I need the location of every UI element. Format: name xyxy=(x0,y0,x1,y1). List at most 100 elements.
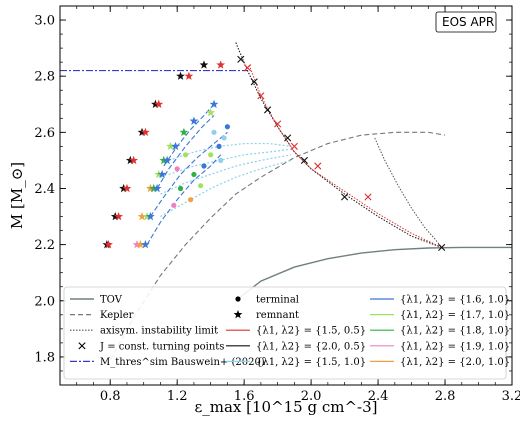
legend: TOV Kepler axisym. instability limit J = co… xyxy=(63,286,510,380)
turning-point xyxy=(300,156,309,164)
remnant-star xyxy=(114,211,123,221)
turning-point xyxy=(438,243,446,252)
remnant-star xyxy=(184,71,194,80)
terminal-point xyxy=(221,135,227,141)
remnant-star xyxy=(141,240,150,249)
eos-box xyxy=(435,11,497,33)
x-tick-label: 0.8 xyxy=(100,389,121,404)
x-tick-label: 1.6 xyxy=(234,389,255,404)
remnant-star xyxy=(146,183,155,193)
x-tick-label: 2.4 xyxy=(368,389,389,404)
remnant-star xyxy=(199,60,209,69)
blue-dashed-line xyxy=(156,115,215,189)
remnant-star xyxy=(209,99,219,108)
turning-point xyxy=(364,193,372,201)
y-tick-label: 2.4 xyxy=(34,182,55,197)
legend-l19-10: {λ1, λ2} = {1.9, 1.0} xyxy=(400,341,510,352)
legend-kepler: Kepler xyxy=(100,310,134,321)
blue-dashed-line xyxy=(149,131,228,217)
remnant-star xyxy=(142,211,152,221)
turning-point xyxy=(237,55,245,63)
terminal-point xyxy=(211,129,217,135)
tov-line xyxy=(235,246,512,302)
terminal-point xyxy=(208,152,214,158)
y-tick-label: 1.8 xyxy=(34,350,55,365)
remnant-star xyxy=(157,169,167,179)
remnant-star xyxy=(122,183,132,193)
legend-l17-10: {λ1, λ2} = {1.7, 1.0} xyxy=(400,310,510,321)
remnant-star xyxy=(166,141,175,151)
cyan-dotted-line xyxy=(160,159,292,218)
legend-swatch xyxy=(78,342,86,350)
terminal-point xyxy=(201,163,207,169)
remnant-star xyxy=(152,183,162,193)
y-tick-label: 3.0 xyxy=(34,14,55,29)
cyan-dotted-line xyxy=(168,142,292,161)
terminal-point xyxy=(187,197,194,203)
terminal-point xyxy=(198,183,204,189)
y-tick-label: 2.2 xyxy=(34,238,55,253)
legend-l16-10: {λ1, λ2} = {1.6, 1.0} xyxy=(400,295,510,306)
remnant-star xyxy=(189,116,199,125)
blue-dashed-line xyxy=(163,103,215,167)
remnant-star xyxy=(129,155,139,165)
turning-point xyxy=(243,64,252,72)
red-dotted-line xyxy=(248,64,442,248)
legend-remnant: remnant xyxy=(256,310,299,321)
terminal-point xyxy=(171,202,177,208)
legend-l15-05: {λ1, λ2} = {1.5, 0.5} xyxy=(256,326,366,337)
remnant-star xyxy=(110,211,120,221)
plot-frame xyxy=(59,5,513,386)
legend-terminal: terminal xyxy=(256,295,299,306)
turning-point xyxy=(274,120,282,128)
terminal-point xyxy=(191,171,197,178)
turning-point xyxy=(250,78,258,86)
remnant-star xyxy=(135,240,145,249)
legend-l20-05: {λ1, λ2} = {2.0, 0.5} xyxy=(256,341,366,352)
remnant-star xyxy=(154,99,164,108)
y-axis-label: M [M_⊙] xyxy=(8,162,26,229)
legend-tov: TOV xyxy=(100,295,123,306)
remnant-star xyxy=(206,108,216,117)
remnant-star xyxy=(149,183,159,193)
turning-point xyxy=(257,92,265,100)
terminal-point xyxy=(177,185,184,192)
legend-axisym: axisym. instability limit xyxy=(100,326,218,337)
legend-swatch xyxy=(235,296,241,302)
terminal-point xyxy=(218,157,224,164)
legend-mthres: M_thres^sim Bauswein+ (2020) xyxy=(100,357,265,368)
remnant-star xyxy=(171,141,180,151)
remnant-star xyxy=(159,155,169,165)
turning-point xyxy=(263,106,272,114)
axes: 0.8 1.2 1.6 2.0 2.4 2.8 3.2 1.8 2.0 2.2 2.4 2.6 2.8 3… xyxy=(8,5,520,416)
remnant-star xyxy=(137,211,147,221)
remnant-star xyxy=(141,127,150,137)
terminal-point xyxy=(224,124,231,130)
turning-point xyxy=(284,134,292,142)
plot-lines xyxy=(60,42,512,361)
remnant-star xyxy=(151,99,160,108)
axisym-line xyxy=(374,137,443,248)
remnant-star xyxy=(125,155,135,165)
legend-l20-10: {λ1, λ2} = {2.0, 1.0} xyxy=(400,357,510,368)
kepler-line xyxy=(109,131,446,361)
remnant-star xyxy=(137,127,147,137)
remnant-star xyxy=(146,211,155,221)
terminal-point xyxy=(174,166,180,172)
turning-point xyxy=(314,162,322,170)
legend-turning: J = const. turning points xyxy=(99,341,224,352)
blue-dashed-line xyxy=(146,154,222,245)
eos-annotation: EOS APR xyxy=(442,15,494,29)
y-tick-label: 2.6 xyxy=(34,126,55,141)
remnant-star xyxy=(179,127,189,137)
legend-l15-10: {λ1, λ2} = {1.5, 1.0} xyxy=(256,357,366,368)
x-tick-label: 1.2 xyxy=(167,389,188,404)
legend-swatch xyxy=(233,310,243,319)
terminal-point xyxy=(182,152,189,158)
terminal-point xyxy=(216,143,222,149)
legend-l18-10: {λ1, λ2} = {1.8, 1.0} xyxy=(400,326,510,337)
legend-box xyxy=(63,286,507,380)
remnant-star xyxy=(154,169,164,179)
remnant-star xyxy=(176,71,185,80)
